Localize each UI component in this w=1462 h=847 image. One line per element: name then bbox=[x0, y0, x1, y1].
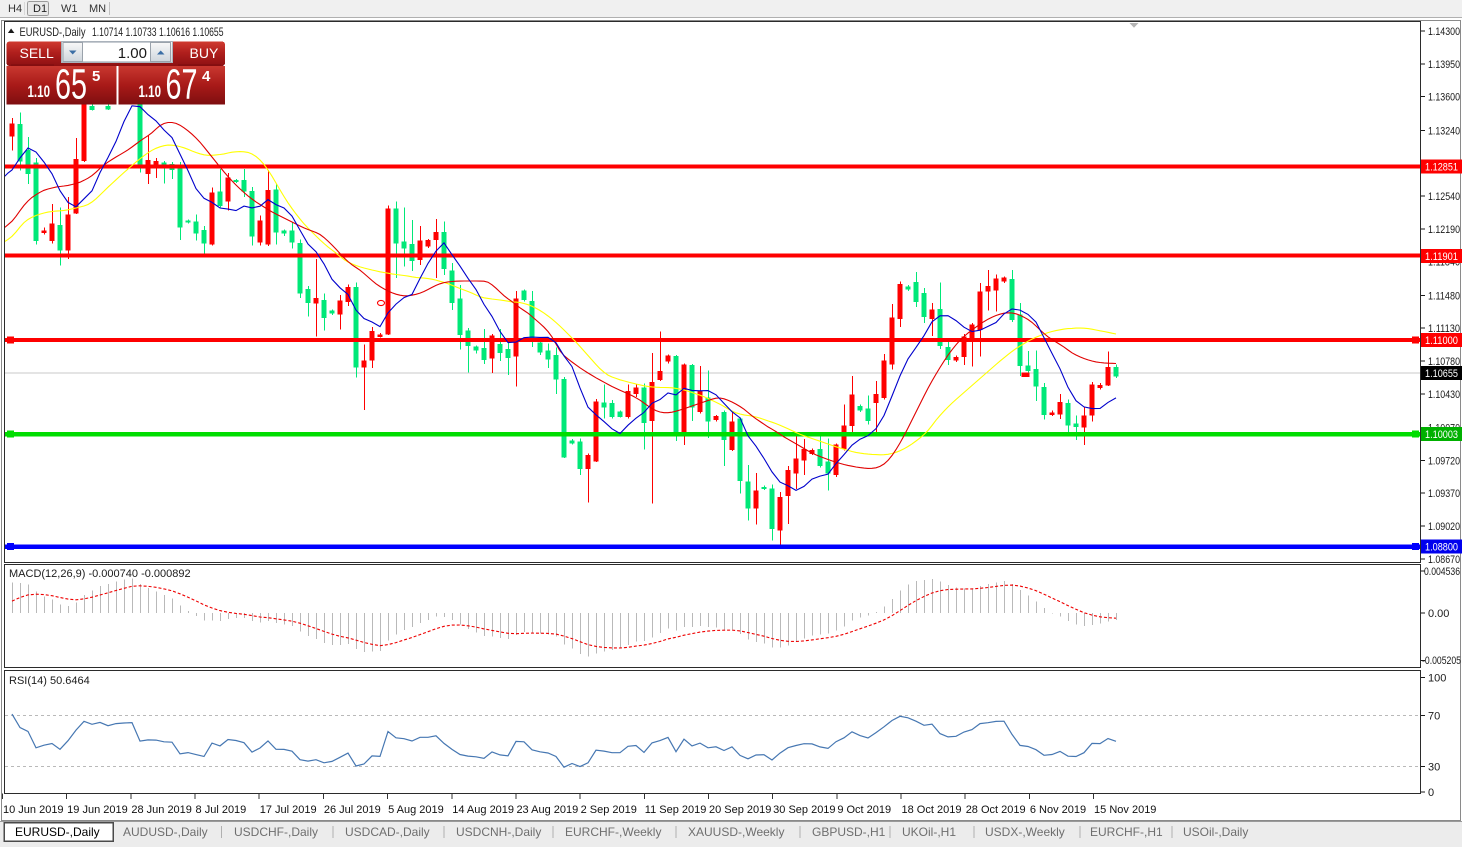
svg-text:5: 5 bbox=[92, 68, 100, 85]
svg-text:USOil-,Daily: USOil-,Daily bbox=[1183, 825, 1248, 839]
svg-text:1.12190: 1.12190 bbox=[1428, 224, 1460, 236]
svg-text:1.08670: 1.08670 bbox=[1428, 554, 1460, 566]
svg-text:1.11000: 1.11000 bbox=[1425, 335, 1458, 347]
svg-text:EURCHF-,H1: EURCHF-,H1 bbox=[1090, 825, 1163, 839]
svg-text:EURUSD-,Daily: EURUSD-,Daily bbox=[20, 25, 86, 39]
svg-text:100: 100 bbox=[1428, 673, 1446, 685]
svg-text:1.12851: 1.12851 bbox=[1425, 162, 1458, 174]
svg-text:1.13950: 1.13950 bbox=[1428, 59, 1460, 71]
svg-text:10 Jun 2019: 10 Jun 2019 bbox=[3, 804, 64, 816]
svg-text:67: 67 bbox=[166, 61, 198, 109]
svg-text:1.10714 1.10733 1.10616 1.1065: 1.10714 1.10733 1.10616 1.10655 bbox=[92, 25, 224, 39]
svg-text:30: 30 bbox=[1428, 762, 1440, 774]
svg-text:8 Jul 2019: 8 Jul 2019 bbox=[196, 804, 247, 816]
svg-text:1.10430: 1.10430 bbox=[1428, 389, 1460, 401]
svg-text:2 Sep 2019: 2 Sep 2019 bbox=[581, 804, 637, 816]
svg-text:28 Jun 2019: 28 Jun 2019 bbox=[131, 804, 192, 816]
svg-text:1.10: 1.10 bbox=[28, 82, 51, 101]
svg-text:0.00: 0.00 bbox=[1428, 608, 1449, 620]
svg-text:1.00: 1.00 bbox=[118, 45, 147, 62]
svg-text:19 Jun 2019: 19 Jun 2019 bbox=[67, 804, 128, 816]
svg-text:26 Jul 2019: 26 Jul 2019 bbox=[324, 804, 381, 816]
svg-text:1.10780: 1.10780 bbox=[1428, 356, 1460, 368]
svg-text:USDCAD-,Daily: USDCAD-,Daily bbox=[345, 825, 430, 839]
svg-text:1.13240: 1.13240 bbox=[1428, 125, 1460, 137]
svg-text:28 Oct 2019: 28 Oct 2019 bbox=[966, 804, 1026, 816]
svg-text:1.09720: 1.09720 bbox=[1428, 455, 1460, 467]
svg-text:SELL: SELL bbox=[20, 45, 54, 61]
svg-text:30 Sep 2019: 30 Sep 2019 bbox=[773, 804, 835, 816]
svg-text:UKOil-,H1: UKOil-,H1 bbox=[902, 825, 956, 839]
svg-text:1.10003: 1.10003 bbox=[1425, 429, 1458, 441]
svg-text:20 Sep 2019: 20 Sep 2019 bbox=[709, 804, 771, 816]
svg-text:H4: H4 bbox=[8, 3, 22, 15]
svg-text:1.11480: 1.11480 bbox=[1428, 290, 1460, 302]
svg-text:15 Nov 2019: 15 Nov 2019 bbox=[1094, 804, 1156, 816]
svg-text:9 Oct 2019: 9 Oct 2019 bbox=[837, 804, 891, 816]
svg-text:USDX-,Weekly: USDX-,Weekly bbox=[985, 825, 1065, 839]
svg-text:1.09020: 1.09020 bbox=[1428, 521, 1460, 533]
svg-text:1.09370: 1.09370 bbox=[1428, 488, 1460, 500]
svg-text:1.11130: 1.11130 bbox=[1428, 323, 1460, 335]
svg-text:-0.005205: -0.005205 bbox=[1422, 655, 1461, 667]
svg-text:1.10: 1.10 bbox=[139, 82, 162, 101]
svg-text:1.12540: 1.12540 bbox=[1428, 191, 1460, 203]
svg-text:USDCHF-,Daily: USDCHF-,Daily bbox=[234, 825, 318, 839]
svg-text:EURCHF-,Weekly: EURCHF-,Weekly bbox=[565, 825, 661, 839]
svg-text:1.08800: 1.08800 bbox=[1425, 542, 1458, 554]
svg-text:W1: W1 bbox=[61, 3, 78, 15]
svg-text:USDCNH-,Daily: USDCNH-,Daily bbox=[456, 825, 541, 839]
svg-text:D1: D1 bbox=[33, 3, 47, 15]
svg-text:0: 0 bbox=[1428, 787, 1434, 799]
svg-text:6 Nov 2019: 6 Nov 2019 bbox=[1030, 804, 1086, 816]
svg-text:BUY: BUY bbox=[190, 45, 219, 61]
svg-text:EURUSD-,Daily: EURUSD-,Daily bbox=[15, 825, 100, 839]
svg-text:MN: MN bbox=[89, 3, 106, 15]
svg-text:1.13600: 1.13600 bbox=[1428, 92, 1460, 104]
svg-text:MACD(12,26,9) -0.000740 -0.000: MACD(12,26,9) -0.000740 -0.000892 bbox=[9, 568, 191, 580]
svg-text:70: 70 bbox=[1428, 711, 1440, 723]
svg-text:AUDUSD-,Daily: AUDUSD-,Daily bbox=[123, 825, 208, 839]
svg-text:17 Jul 2019: 17 Jul 2019 bbox=[260, 804, 317, 816]
svg-text:18 Oct 2019: 18 Oct 2019 bbox=[902, 804, 962, 816]
svg-text:14 Aug 2019: 14 Aug 2019 bbox=[452, 804, 514, 816]
svg-text:GBPUSD-,H1: GBPUSD-,H1 bbox=[812, 825, 886, 839]
svg-text:5 Aug 2019: 5 Aug 2019 bbox=[388, 804, 444, 816]
svg-text:65: 65 bbox=[55, 61, 87, 109]
svg-text:1.10655: 1.10655 bbox=[1425, 368, 1458, 380]
svg-text:0.004536: 0.004536 bbox=[1424, 566, 1460, 578]
svg-text:4: 4 bbox=[202, 68, 211, 85]
svg-text:XAUUSD-,Weekly: XAUUSD-,Weekly bbox=[688, 825, 784, 839]
svg-text:11 Sep 2019: 11 Sep 2019 bbox=[645, 804, 707, 816]
svg-text:23 Aug 2019: 23 Aug 2019 bbox=[516, 804, 578, 816]
svg-text:1.14300: 1.14300 bbox=[1428, 26, 1460, 38]
svg-text:RSI(14) 50.6464: RSI(14) 50.6464 bbox=[9, 675, 90, 687]
svg-text:1.11901: 1.11901 bbox=[1425, 251, 1458, 263]
